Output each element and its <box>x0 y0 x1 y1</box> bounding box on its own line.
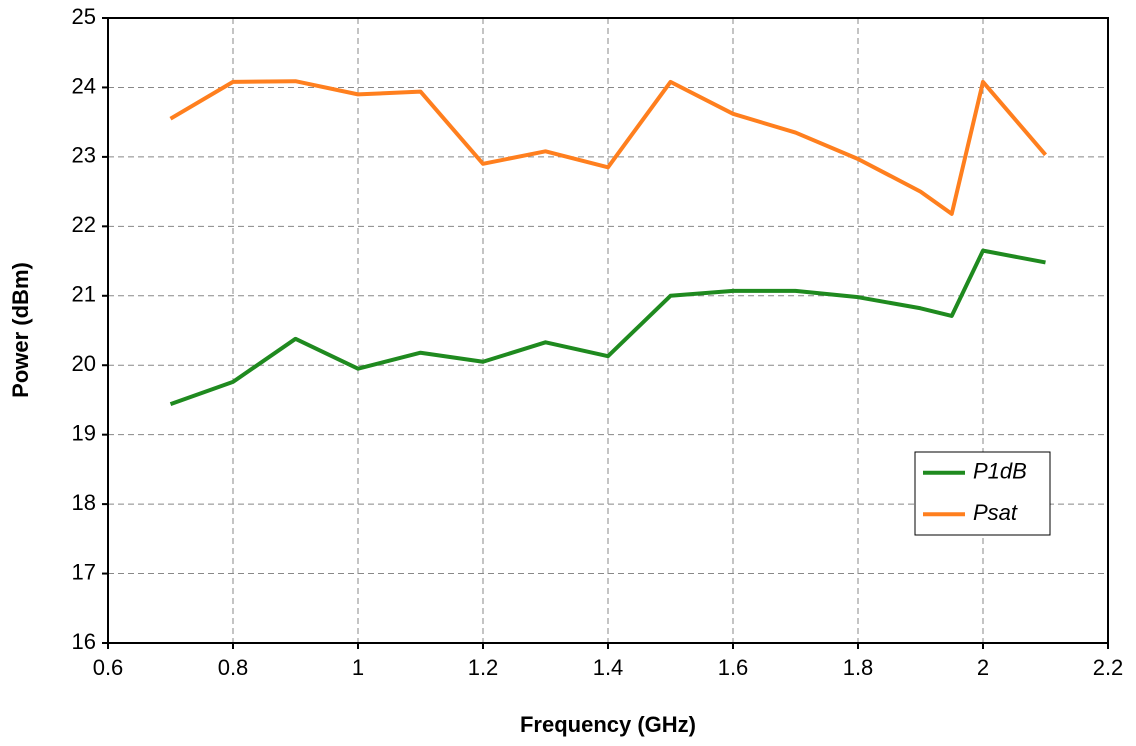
y-tick-label: 21 <box>72 282 96 307</box>
series-line <box>169 248 1046 406</box>
y-tick-label: 23 <box>72 143 96 168</box>
legend-label: P1dB <box>973 459 1027 484</box>
x-tick-label: 1.4 <box>593 655 624 680</box>
y-tick-label: 17 <box>72 559 96 584</box>
y-tick-label: 25 <box>72 4 96 29</box>
x-tick-label: 1.6 <box>718 655 749 680</box>
x-tick-label: 0.6 <box>93 655 124 680</box>
y-tick-label: 19 <box>72 420 96 445</box>
legend-label: Psat <box>973 500 1018 525</box>
x-tick-label: 0.8 <box>218 655 249 680</box>
y-tick-label: 20 <box>72 351 96 376</box>
series-line <box>169 79 1048 216</box>
y-tick-label: 22 <box>72 212 96 237</box>
x-tick-label: 2 <box>977 655 989 680</box>
y-tick-label: 24 <box>72 73 96 98</box>
y-axis-label: Power (dBm) <box>8 262 33 398</box>
y-tick-label: 16 <box>72 629 96 654</box>
plot-frame <box>107 17 1109 644</box>
x-tick-label: 1 <box>352 655 364 680</box>
y-tick-label: 18 <box>72 490 96 515</box>
x-axis-label: Frequency (GHz) <box>520 712 696 737</box>
x-tick-label: 2.2 <box>1093 655 1124 680</box>
x-tick-label: 1.2 <box>468 655 499 680</box>
x-tick-label: 1.8 <box>843 655 874 680</box>
legend-box <box>914 451 1051 536</box>
